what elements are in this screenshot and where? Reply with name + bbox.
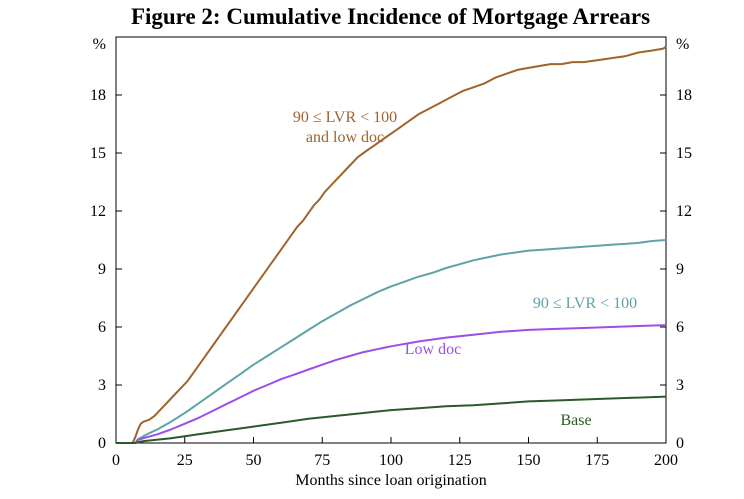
y-tick-label-left: 3: [98, 377, 106, 394]
x-tick-label: 75: [314, 452, 330, 469]
x-tick-label: 150: [517, 452, 541, 469]
series-label-line: 90 ≤ LVR < 100: [293, 109, 397, 126]
y-tick-label-right: 6: [676, 319, 684, 336]
y-tick-label-left: 12: [90, 203, 106, 220]
chart-title: Figure 2: Cumulative Incidence of Mortga…: [130, 4, 651, 29]
x-tick-label: 200: [654, 452, 678, 469]
series-line-lvr-lowdoc: [116, 45, 667, 444]
series-label-lvr-lowdoc: 90 ≤ LVR < 100 and low doc: [293, 109, 397, 146]
x-tick-label: 175: [585, 452, 609, 469]
x-tick-label: 100: [379, 452, 403, 469]
y-tick-label-left: 9: [98, 261, 106, 278]
y-tick-label-right: 0: [676, 435, 684, 452]
y-tick-label-right: 9: [676, 261, 684, 278]
series-lines: [116, 45, 667, 444]
series-label-lowdoc: Low doc: [405, 341, 461, 358]
series-label-lvr: 90 ≤ LVR < 100: [533, 295, 637, 312]
y-tick-label-left: 0: [98, 435, 106, 452]
y-tick-label-right: 3: [676, 377, 684, 394]
y-axis-label-right: %: [676, 36, 689, 53]
y-axis-label-left: %: [93, 36, 106, 53]
x-tick-label: 125: [448, 452, 472, 469]
series-line-lvr: [116, 239, 667, 444]
x-tick-label: 0: [112, 452, 120, 469]
plot-frame: [115, 36, 667, 444]
x-tick-label: 25: [177, 452, 193, 469]
series-labels: 90 ≤ LVR < 100 and low doc 90 ≤ LVR < 100 L…: [293, 109, 637, 429]
y-tick-label-left: 18: [90, 87, 106, 104]
series-line-base: [116, 395, 667, 444]
y-tick-label-right: 18: [676, 87, 692, 104]
x-axis-label: Months since loan origination: [295, 472, 487, 489]
series-label-line: and low doc: [306, 129, 384, 146]
y-tick-label-left: 15: [90, 145, 106, 162]
series-label-base: Base: [560, 412, 591, 429]
y-tick-label-right: 15: [676, 145, 692, 162]
series-label-line: Low doc: [405, 341, 461, 358]
series-label-line: Base: [560, 412, 591, 429]
series-label-line: 90 ≤ LVR < 100: [533, 295, 637, 312]
x-tick-label: 50: [246, 452, 262, 469]
y-tick-label-right: 12: [676, 203, 692, 220]
series-line-lowdoc: [116, 324, 667, 444]
y-tick-label-left: 6: [98, 319, 106, 336]
